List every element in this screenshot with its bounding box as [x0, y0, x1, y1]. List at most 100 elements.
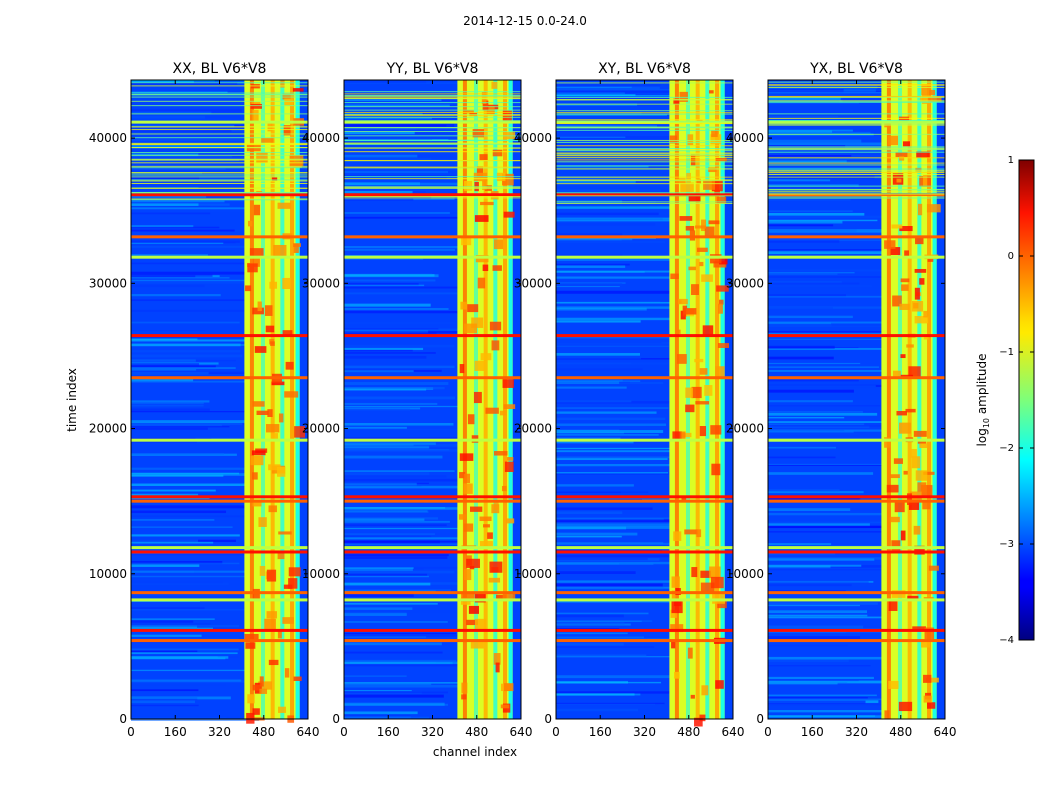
time-interference-line — [131, 85, 308, 87]
noise-row — [556, 507, 653, 510]
time-interference-line — [556, 145, 733, 147]
band-patch — [268, 659, 279, 666]
noise-row — [344, 443, 473, 447]
noise-row — [556, 430, 664, 433]
noise-row — [768, 665, 871, 667]
band-patch — [482, 100, 489, 111]
noise-row — [344, 642, 442, 646]
y-tick-label: 30000 — [726, 276, 764, 290]
time-interference-line — [344, 143, 521, 145]
noise-row — [131, 652, 238, 655]
time-interference-line — [131, 137, 308, 139]
noise-row — [556, 614, 624, 618]
band-patch — [482, 180, 487, 190]
time-interference-line — [131, 193, 308, 197]
noise-row — [131, 607, 205, 610]
time-interference-line — [344, 140, 521, 142]
noise-row — [556, 612, 649, 615]
time-interference-line — [768, 173, 945, 175]
noise-row — [768, 430, 854, 433]
noise-row — [344, 279, 436, 282]
time-interference-line — [556, 639, 733, 643]
band-patch — [280, 80, 285, 88]
band-patch — [246, 712, 255, 724]
y-tick-label: 10000 — [726, 567, 764, 581]
noise-row — [556, 447, 674, 450]
time-interference-line — [131, 94, 308, 96]
time-interference-line — [556, 113, 733, 115]
noise-row — [768, 463, 898, 465]
time-interference-line — [131, 182, 308, 184]
noise-row — [131, 519, 215, 521]
noise-row — [344, 661, 474, 665]
band-patch — [902, 141, 910, 147]
band-patch — [671, 640, 676, 649]
noise-row — [768, 198, 851, 201]
noise-row — [556, 417, 666, 421]
band-patch — [929, 89, 936, 96]
band-patch — [479, 516, 492, 522]
band-patch — [919, 443, 928, 448]
band-patch — [282, 330, 293, 337]
noise-row — [344, 567, 414, 569]
noise-row — [768, 138, 841, 141]
noise-row — [768, 219, 878, 222]
band-patch — [272, 433, 278, 440]
band-patch — [491, 81, 498, 89]
time-interference-line — [556, 376, 733, 380]
band-patch — [259, 565, 266, 576]
band-patch — [247, 220, 253, 227]
band-patch — [900, 530, 906, 541]
colorbar-label-suffix: amplitude — [975, 354, 989, 418]
noise-row — [768, 636, 861, 639]
time-interference-line — [556, 334, 733, 338]
channel-stripe — [508, 80, 513, 719]
noise-row — [768, 240, 840, 243]
noise-row — [131, 716, 227, 719]
noise-row — [344, 441, 429, 443]
time-interference-line — [344, 628, 521, 632]
noise-row — [768, 405, 881, 407]
band-patch — [681, 495, 687, 503]
time-interference-line — [131, 174, 308, 176]
band-patch — [691, 386, 702, 399]
panel-title: YX, BL V6*V8 — [809, 61, 903, 77]
noise-row — [131, 329, 206, 331]
noise-row — [768, 412, 878, 416]
time-interference-line — [768, 176, 945, 178]
time-interference-line — [344, 178, 521, 180]
noise-row — [768, 525, 884, 529]
x-tick-label: 0 — [552, 725, 560, 739]
time-interference-line — [344, 187, 521, 189]
time-interference-line — [344, 102, 521, 104]
noise-row — [131, 279, 259, 282]
time-interference-line — [556, 550, 733, 554]
band-patch — [474, 215, 489, 222]
noise-row — [131, 229, 235, 232]
noise-row — [131, 411, 256, 413]
x-tick-label: 480 — [677, 725, 700, 739]
band-patch — [908, 501, 920, 510]
noise-row — [344, 117, 432, 120]
time-interference-line — [344, 122, 521, 124]
y-tick-label: 40000 — [302, 131, 340, 145]
band-patch — [915, 167, 922, 172]
time-interference-line — [131, 598, 308, 602]
noise-row — [556, 535, 622, 538]
band-patch — [899, 226, 913, 232]
band-patch — [256, 152, 268, 164]
time-interference-line — [768, 147, 945, 149]
noise-row — [556, 233, 623, 236]
noise-row — [344, 659, 474, 662]
noise-row — [556, 643, 624, 646]
noise-row — [131, 240, 240, 243]
band-patch — [700, 570, 711, 578]
band-patch — [688, 266, 696, 271]
noise-row — [556, 463, 688, 467]
noise-row — [131, 561, 223, 564]
band-patch — [898, 116, 910, 122]
noise-row — [768, 602, 878, 605]
band-patch — [898, 701, 913, 712]
band-patch — [252, 500, 262, 507]
noise-row — [344, 104, 450, 107]
